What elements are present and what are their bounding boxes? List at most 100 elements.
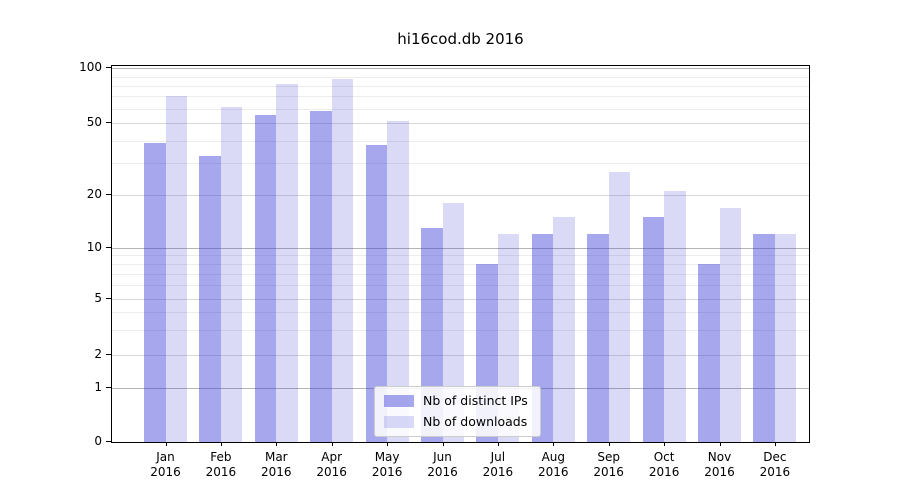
x-tick-label: Apr 2016 — [304, 450, 360, 480]
x-tick-month: Dec — [763, 450, 787, 464]
x-tick-year: 2016 — [593, 465, 624, 479]
bar-distinct-ips — [698, 264, 720, 442]
gridline-minor — [112, 140, 809, 142]
y-tick-label: 10 — [86, 239, 102, 254]
x-tick-mark — [442, 442, 444, 446]
x-tick-year: 2016 — [316, 465, 347, 479]
legend: Nb of distinct IPs Nb of downloads — [374, 386, 541, 437]
x-tick-year: 2016 — [538, 465, 569, 479]
x-tick-year: 2016 — [261, 465, 292, 479]
x-tick-mark — [664, 442, 666, 446]
bar-downloads — [276, 83, 298, 442]
y-tick-mark — [106, 67, 111, 69]
x-tick-mark — [608, 442, 610, 446]
y-tick-label: 2 — [94, 347, 102, 362]
y-tick-mark — [106, 354, 111, 356]
x-tick-year: 2016 — [482, 465, 514, 479]
y-tick-label: 50 — [86, 115, 102, 129]
gridline-sub — [112, 355, 809, 357]
x-tick-mark — [331, 442, 333, 446]
x-tick-month: Apr — [321, 450, 343, 464]
y-tick-mark — [106, 441, 111, 442]
legend-item-distinct-ips: Nb of distinct IPs — [384, 394, 528, 408]
x-tick-label: Jan 2016 — [138, 450, 194, 480]
bar-distinct-ips — [254, 115, 277, 442]
x-tick-label: Jun 2016 — [415, 450, 471, 480]
chart-title: hi16cod.db 2016 — [397, 30, 524, 48]
gridline-minor — [112, 85, 809, 87]
x-tick-label: Dec 2016 — [747, 450, 803, 480]
y-tick-mark — [106, 297, 111, 299]
bar-distinct-ips — [753, 233, 775, 442]
bar-distinct-ips — [144, 142, 166, 442]
x-tick-month: Jun — [433, 450, 452, 464]
x-tick-mark — [774, 442, 776, 446]
x-tick-label: Sep 2016 — [581, 450, 637, 480]
gridline-minor — [112, 330, 809, 332]
gridline-minor — [112, 273, 809, 275]
bar-distinct-ips — [199, 155, 221, 442]
plot-area: Nb of distinct IPs Nb of downloads — [111, 65, 810, 443]
bar-distinct-ips — [587, 233, 609, 442]
y-tick-label: 0 — [94, 434, 102, 448]
x-tick-month: Aug — [541, 450, 566, 464]
legend-swatch-downloads — [384, 416, 414, 428]
y-tick-mark — [106, 194, 111, 196]
x-tick-year: 2016 — [648, 465, 680, 479]
legend-label-downloads: Nb of downloads — [423, 414, 528, 429]
bar-downloads — [220, 107, 243, 442]
x-tick-mark — [387, 442, 389, 446]
gridline-major — [112, 247, 809, 249]
x-tick-label: Aug 2016 — [525, 450, 581, 480]
bar-downloads — [553, 217, 575, 442]
x-tick-label: May 2016 — [359, 450, 415, 480]
y-tick-label: 100 — [79, 60, 102, 75]
gridline-minor — [112, 285, 809, 287]
bar-downloads — [331, 79, 354, 442]
y-tick-label: 1 — [94, 380, 102, 395]
x-tick-month: Mar — [264, 450, 288, 464]
x-tick-year: 2016 — [150, 465, 181, 479]
y-tick-mark — [106, 122, 111, 123]
bar-downloads — [165, 96, 187, 442]
gridline-major — [112, 68, 809, 70]
gridline-sub — [112, 123, 809, 124]
x-tick-mark — [220, 442, 222, 446]
legend-swatch-distinct-ips — [384, 395, 414, 407]
x-tick-label: Oct 2016 — [636, 450, 692, 480]
x-tick-year: 2016 — [371, 465, 403, 479]
bar-distinct-ips — [642, 217, 665, 442]
x-tick-month: Jul — [490, 450, 506, 464]
gridline-sub — [112, 195, 809, 197]
legend-item-downloads: Nb of downloads — [384, 415, 528, 429]
x-tick-month: Jan — [156, 450, 175, 464]
y-tick-label: 5 — [94, 290, 102, 305]
x-tick-mark — [719, 442, 721, 446]
x-tick-mark — [165, 442, 167, 446]
x-tick-label: Nov 2016 — [692, 450, 748, 480]
x-tick-month: Oct — [653, 450, 675, 464]
x-tick-mark — [497, 442, 499, 446]
gridline-minor — [112, 76, 809, 78]
y-tick-mark — [106, 387, 111, 389]
x-tick-month: Sep — [597, 450, 620, 464]
x-tick-year: 2016 — [427, 465, 458, 479]
gridline-minor — [112, 108, 809, 110]
x-tick-label: Jul 2016 — [470, 450, 526, 480]
x-tick-month: May — [374, 450, 400, 464]
bar-distinct-ips — [310, 111, 332, 442]
gridline-minor — [112, 264, 809, 266]
x-tick-label: Mar 2016 — [248, 450, 304, 480]
bar-downloads — [774, 233, 797, 442]
bar-distinct-ips — [365, 144, 388, 442]
bar-downloads — [664, 191, 686, 442]
bar-downloads — [387, 121, 409, 442]
y-tick-mark — [106, 246, 111, 248]
gridline-sub — [112, 298, 809, 300]
x-tick-year: 2016 — [205, 465, 237, 479]
gridline-minor — [112, 96, 809, 98]
x-tick-month: Feb — [210, 450, 232, 464]
bar-downloads — [442, 203, 464, 442]
x-tick-year: 2016 — [704, 465, 735, 479]
